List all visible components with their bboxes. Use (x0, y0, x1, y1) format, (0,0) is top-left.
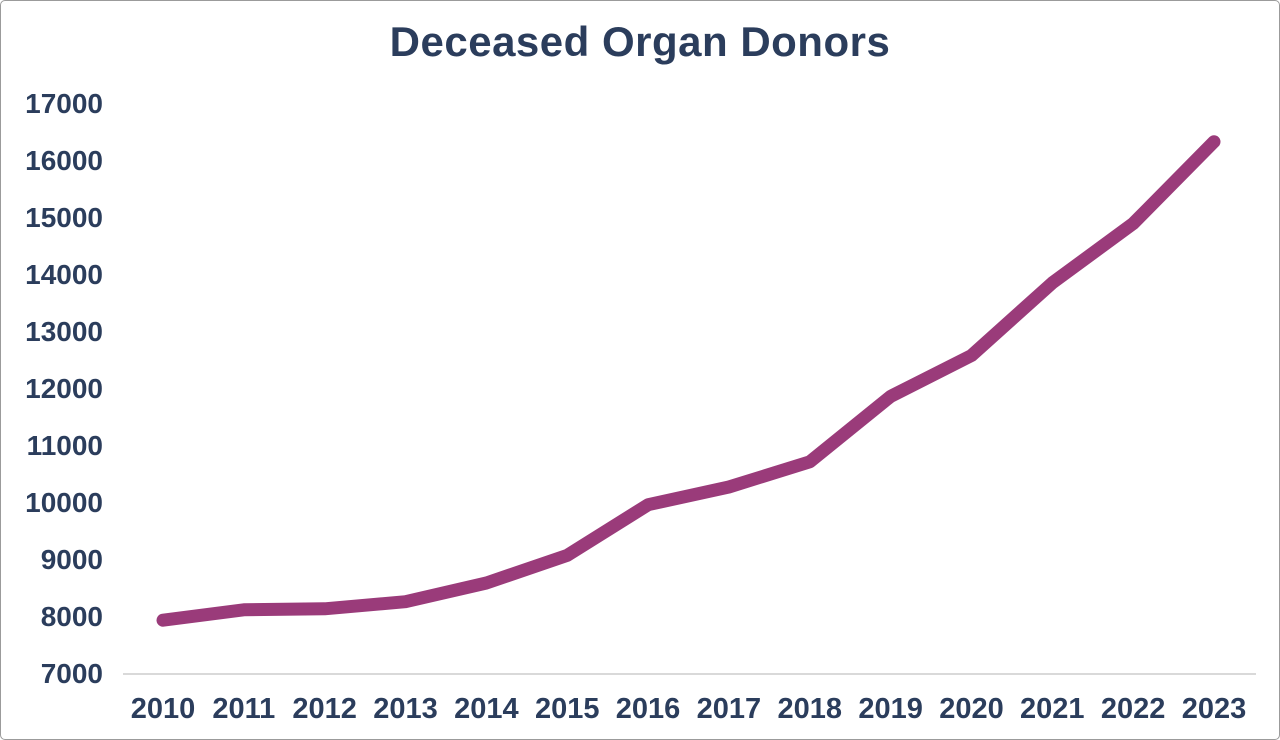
donors-line-series (156, 135, 1221, 627)
x-tick-label: 2011 (212, 693, 276, 725)
y-tick-label: 13000 (25, 316, 103, 347)
x-tick-label: 2021 (1020, 693, 1085, 725)
x-tick-label: 2020 (939, 693, 1004, 725)
x-tick-label: 2018 (777, 693, 843, 725)
y-tick-label: 10000 (25, 487, 103, 518)
y-tick-label: 15000 (25, 202, 103, 233)
x-tick-label: 2012 (292, 693, 357, 725)
y-tick-label: 12000 (25, 373, 103, 404)
y-tick-label: 17000 (25, 88, 103, 119)
y-tick-label: 7000 (40, 658, 103, 689)
x-tick-label: 2013 (373, 693, 438, 725)
x-tick-label: 2015 (534, 693, 600, 725)
chart-title: Deceased Organ Donors (389, 18, 891, 65)
x-tick-label: 2017 (696, 693, 762, 725)
y-tick-label: 16000 (25, 145, 103, 176)
y-tick-label: 11000 (26, 430, 103, 461)
x-tick-label: 2019 (858, 693, 923, 725)
x-tick-label: 2010 (130, 693, 196, 725)
x-tick-label: 2016 (615, 693, 681, 725)
x-tick-label: 2023 (1181, 693, 1247, 725)
y-tick-label: 9000 (40, 544, 103, 575)
x-tick-label: 2022 (1100, 693, 1166, 725)
x-tick-label: 2014 (454, 693, 519, 725)
y-tick-label: 14000 (25, 259, 103, 290)
y-tick-label: 8000 (40, 601, 103, 632)
